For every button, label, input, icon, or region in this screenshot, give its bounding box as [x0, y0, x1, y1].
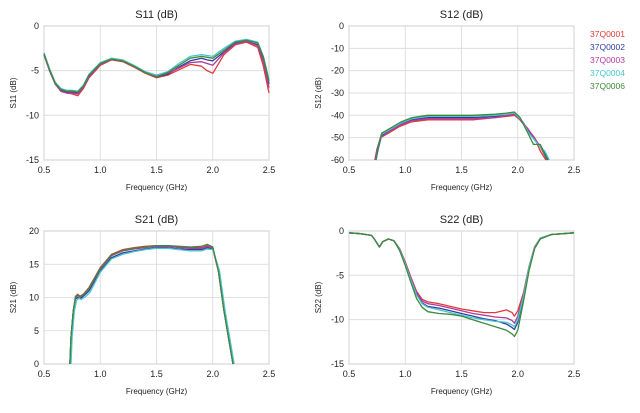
y-axis-label: S11 (dB)	[9, 77, 18, 108]
legend: 37Q0001 37Q0002 37Q0003 37Q0004 37Q0006	[590, 29, 625, 91]
chart-title: S22 (dB)	[440, 214, 483, 226]
x-tick-label: 0.5	[38, 165, 51, 175]
chart-panel-3: 0.5 1.0 1.5 2.0 2.5 0 -5 -10 -15 S22 (dB) Frequenc…	[314, 214, 580, 396]
x-tick-label: 1.0	[94, 165, 107, 175]
chart-panel-0: 0.5 1.0 1.5 2.0 2.5 0 -5 -10 -15 S11 (dB) Frequenc…	[9, 9, 275, 192]
y-tick-label: -40	[331, 110, 344, 120]
series-line-37q0004	[43, 38, 270, 92]
x-axis-label: Frequency (GHz)	[431, 387, 493, 396]
y-tick-label: 0	[339, 226, 344, 236]
y-tick-label: -5	[336, 270, 344, 280]
x-tick-label: 1.5	[150, 165, 163, 175]
y-tick-label: 0	[339, 21, 344, 31]
x-tick-label: 0.5	[38, 369, 51, 379]
y-tick-label: 15	[29, 259, 39, 269]
series-line-37q0006	[69, 243, 234, 365]
x-tick-label: 1.0	[399, 369, 412, 379]
chart-title: S12 (dB)	[440, 9, 483, 21]
series-line-37q0003	[374, 113, 548, 161]
chart-panel-2: 0.5 1.0 1.5 2.0 2.5 0 5 10 15 20 S21 (dB) Frequency…	[9, 214, 275, 396]
chart-title: S21 (dB)	[135, 214, 178, 226]
x-tick-label: 1.0	[399, 165, 412, 175]
x-axis-label: Frequency (GHz)	[126, 387, 188, 396]
y-tick-label: -20	[331, 66, 344, 76]
x-tick-label: 1.5	[150, 369, 163, 379]
x-tick-label: 2.0	[511, 165, 524, 175]
legend-entry: 37Q0002	[590, 42, 625, 52]
x-tick-label: 1.5	[455, 369, 468, 379]
legend-entry: 37Q0001	[590, 29, 625, 39]
y-tick-label: -5	[31, 66, 39, 76]
legend-entry: 37Q0004	[590, 68, 625, 78]
legend-entry: 37Q0006	[590, 81, 625, 91]
x-tick-label: 2.5	[568, 369, 581, 379]
y-tick-label: -10	[26, 110, 39, 120]
series-line-37q0004	[375, 112, 550, 161]
series-line-37q0006	[375, 111, 548, 161]
series-line-37q0006	[43, 39, 270, 93]
chart-panel-1: 0.5 1.0 1.5 2.0 2.5 0 -10 -20 -30 -40 -50 -60 S12 (d…	[314, 9, 625, 192]
y-axis-label: S21 (dB)	[9, 281, 18, 313]
x-tick-label: 2.0	[206, 165, 219, 175]
y-tick-label: -60	[331, 155, 344, 165]
y-tick-label: 0	[34, 21, 39, 31]
x-tick-label: 2.0	[206, 369, 219, 379]
x-tick-label: 2.0	[511, 369, 524, 379]
x-axis-label: Frequency (GHz)	[126, 183, 188, 192]
y-tick-label: -50	[331, 133, 344, 143]
y-tick-label: 10	[29, 293, 39, 303]
series-line-37q0006	[348, 232, 575, 338]
y-tick-label: -10	[331, 43, 344, 53]
y-tick-label: 0	[34, 359, 39, 369]
x-tick-label: 2.5	[568, 165, 581, 175]
x-tick-label: 1.5	[455, 165, 468, 175]
x-tick-label: 1.0	[94, 369, 107, 379]
y-axis-label: S22 (dB)	[314, 281, 323, 313]
y-tick-label: 20	[29, 226, 39, 236]
x-tick-label: 0.5	[343, 165, 356, 175]
legend-entry: 37Q0003	[590, 55, 625, 65]
chart-title: S11 (dB)	[135, 9, 178, 21]
y-tick-label: -10	[331, 315, 344, 325]
y-tick-label: -15	[331, 359, 344, 369]
y-axis-label: S12 (dB)	[314, 77, 323, 109]
y-tick-label: -30	[331, 88, 344, 98]
x-tick-label: 0.5	[343, 369, 356, 379]
y-tick-label: 5	[34, 326, 39, 336]
x-axis-label: Frequency (GHz)	[431, 183, 493, 192]
x-tick-label: 2.5	[263, 165, 276, 175]
y-tick-label: -15	[26, 155, 39, 165]
x-tick-label: 2.5	[263, 369, 276, 379]
